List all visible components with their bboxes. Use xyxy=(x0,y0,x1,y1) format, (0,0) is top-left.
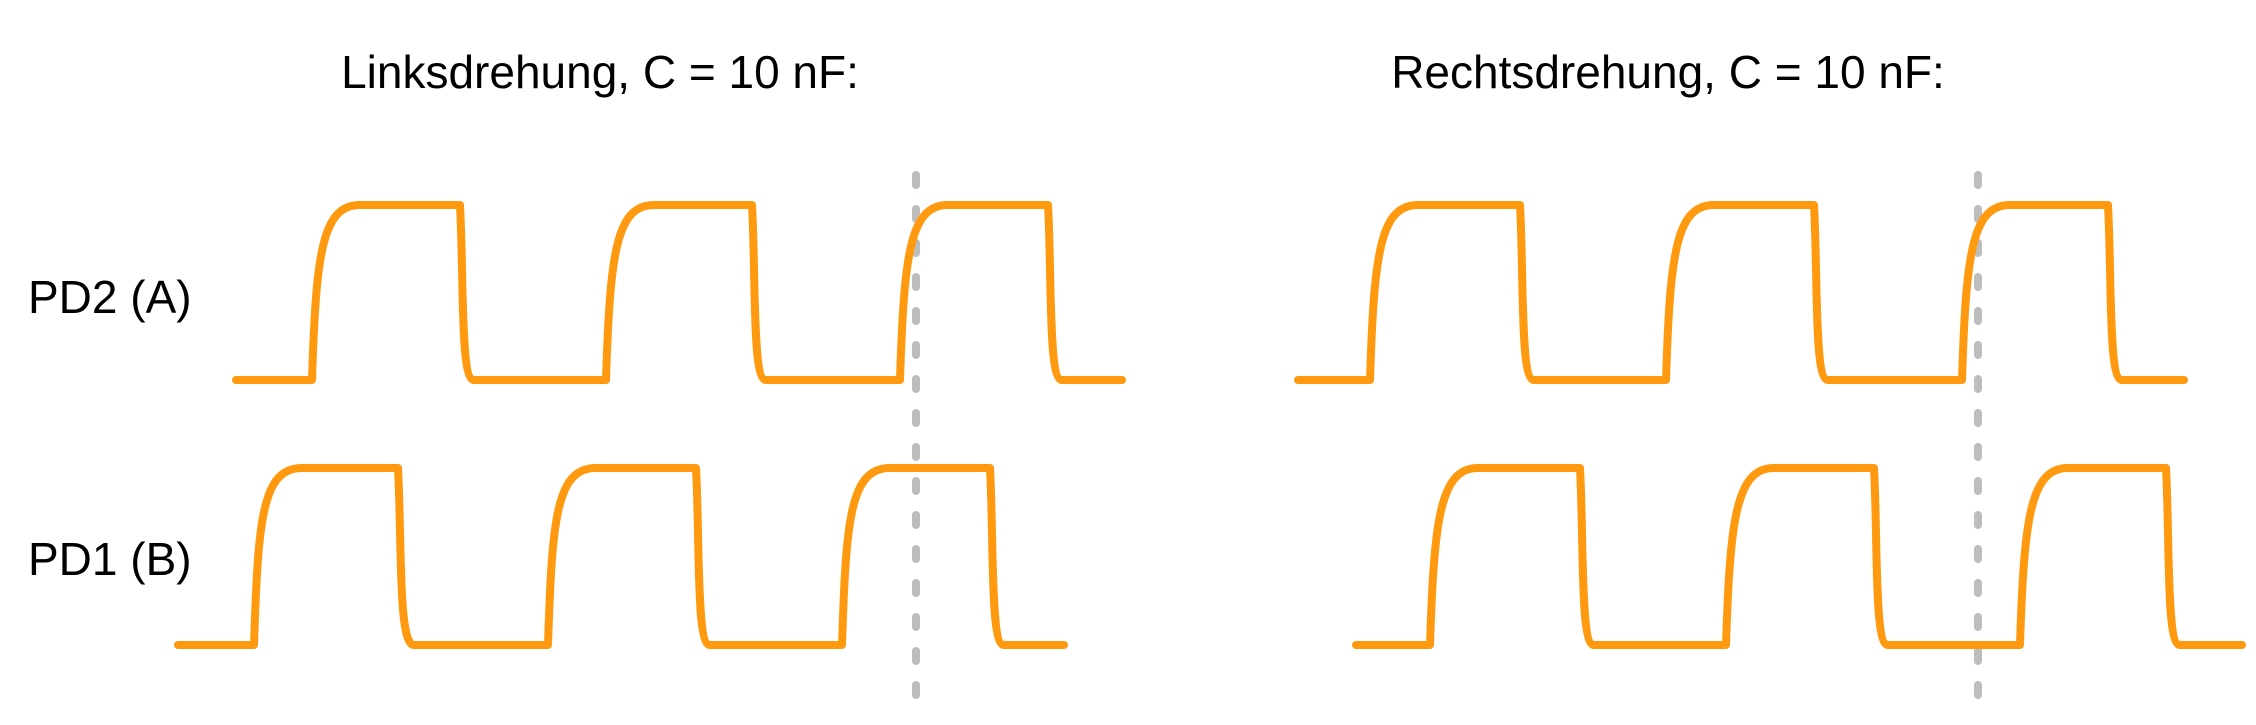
pd2-row-label: PD2 (A) xyxy=(28,271,192,323)
pd1-row-label: PD1 (B) xyxy=(28,533,192,585)
left-panel-title: Linksdrehung, C = 10 nF: xyxy=(341,46,859,98)
right-pd2-waveform xyxy=(1294,201,2188,384)
left-pd1-waveform xyxy=(174,464,1068,649)
right-panel-title: Rechtsdrehung, C = 10 nF: xyxy=(1391,46,1945,98)
right-pd1-waveform xyxy=(1352,464,2246,649)
left-pd2-waveform xyxy=(232,201,1126,384)
